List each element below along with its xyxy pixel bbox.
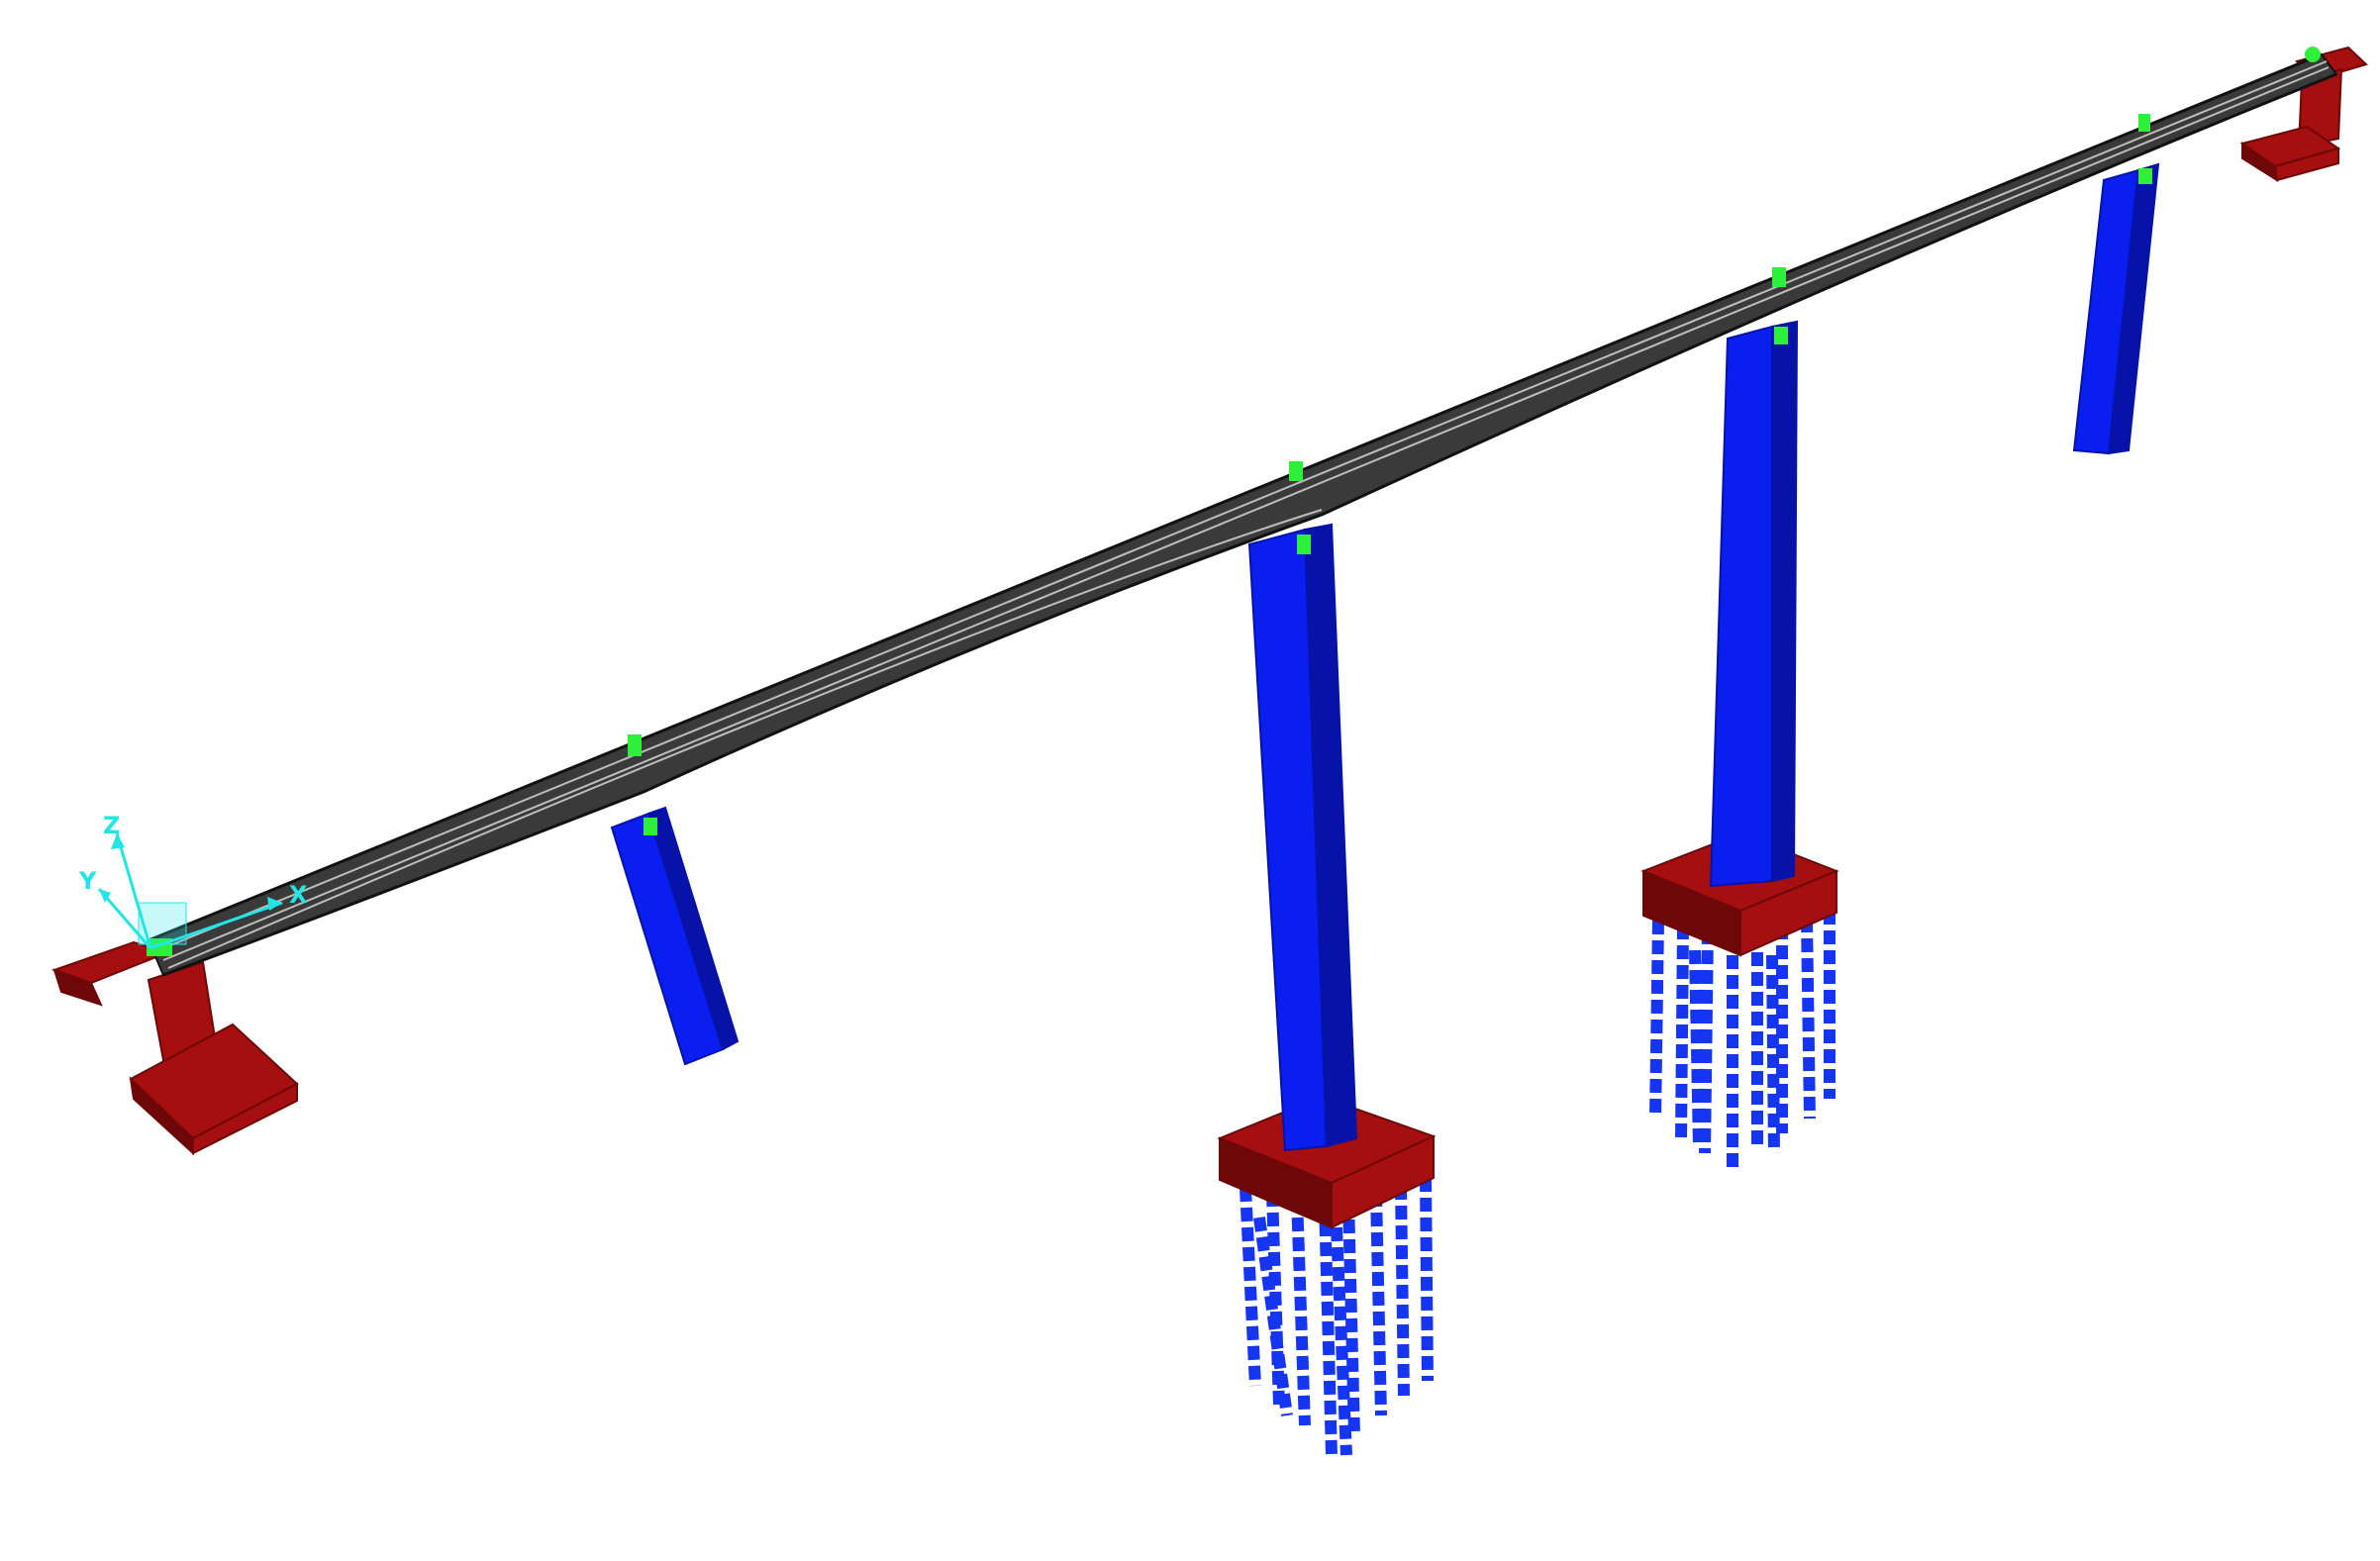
bearing-pier-2 xyxy=(1297,535,1311,554)
bearing-pier-1-top xyxy=(628,734,642,756)
pile-group-pier-3 xyxy=(1649,911,1835,1168)
pile-group-pier-2 xyxy=(1240,1177,1434,1456)
pier-2 xyxy=(1247,523,1358,1152)
bearing-pier-1 xyxy=(644,818,657,835)
bearing-pier-2-top xyxy=(1289,461,1303,481)
bridge-deck xyxy=(147,52,2338,977)
pier-4 xyxy=(2072,162,2160,455)
pier-1 xyxy=(610,806,740,1066)
axis-x-label: X xyxy=(289,881,308,909)
bearing-pier-3-top xyxy=(1772,267,1786,287)
axis-triad xyxy=(97,832,283,950)
axis-y-label: Y xyxy=(78,867,97,895)
abutment-left xyxy=(50,940,299,1156)
axis-z-label: Z xyxy=(103,812,120,839)
bearing-pier-4 xyxy=(2138,168,2152,184)
bearing-abutment-right xyxy=(2305,47,2321,62)
bearing-pier-3 xyxy=(1774,327,1788,344)
axis-y-line xyxy=(97,888,152,949)
pier-3 xyxy=(1709,320,1799,888)
axis-z-line xyxy=(115,832,152,949)
bearing-markers xyxy=(147,47,2321,956)
axis-x-line xyxy=(149,901,283,950)
bearing-pier-4-top xyxy=(2138,114,2150,132)
